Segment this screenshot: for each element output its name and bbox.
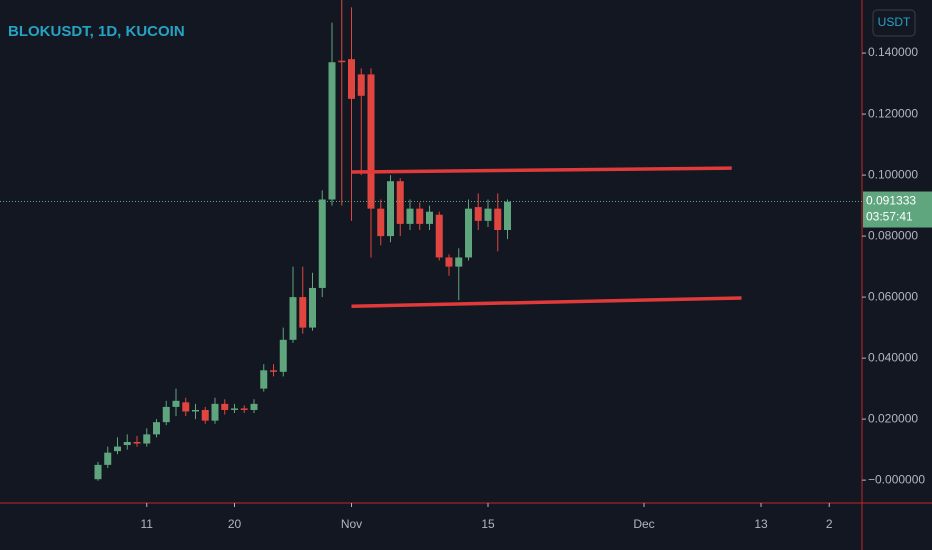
candle-body xyxy=(192,409,199,412)
x-tick-label: 11 xyxy=(141,517,154,531)
candle-body xyxy=(474,207,482,221)
candle-body xyxy=(328,62,336,200)
candle-body xyxy=(348,59,355,99)
candle-body xyxy=(309,287,316,328)
y-tick-label: 0.120000 xyxy=(868,106,918,120)
y-tick-label: 0.040000 xyxy=(868,350,918,364)
x-tick-label: 2 xyxy=(826,517,833,531)
candle-body xyxy=(387,181,394,237)
y-tick-label: 0.100000 xyxy=(868,167,918,181)
candle-body xyxy=(133,441,141,444)
candle-body xyxy=(143,434,151,444)
candle-body xyxy=(435,214,443,258)
candle-body xyxy=(250,403,258,410)
candle-body xyxy=(357,74,365,96)
candle-body xyxy=(494,208,502,230)
candle-body xyxy=(270,370,277,372)
candle-body xyxy=(182,402,190,412)
candle-body xyxy=(231,408,238,410)
candle-body xyxy=(377,208,385,237)
candle-body xyxy=(289,297,297,340)
candle-body xyxy=(114,446,121,452)
candle-body xyxy=(396,181,404,224)
candle-body xyxy=(221,403,229,410)
currency-label[interactable]: USDT xyxy=(878,15,911,29)
y-tick-label: −0.000000 xyxy=(868,472,925,486)
candle-body xyxy=(240,408,248,410)
candle-body xyxy=(279,339,287,372)
candle-body xyxy=(299,297,307,328)
candle-body xyxy=(123,441,131,446)
candle-body xyxy=(416,208,424,224)
x-tick-label: 15 xyxy=(481,517,495,531)
candle-body xyxy=(94,464,102,480)
candle-body xyxy=(484,208,492,221)
candle-body xyxy=(162,406,170,423)
candle-body xyxy=(153,422,160,435)
candle-body xyxy=(318,199,326,288)
y-tick-label: 0.140000 xyxy=(868,45,918,59)
candle-body xyxy=(172,400,180,407)
candle-body xyxy=(338,60,346,63)
last-price-label: 0.091333 xyxy=(866,194,916,208)
y-tick-label: 0.020000 xyxy=(868,411,918,425)
countdown-label: 03:57:41 xyxy=(866,210,913,224)
trend-line xyxy=(351,166,732,174)
candle-body xyxy=(211,403,219,421)
x-tick-label: Nov xyxy=(341,517,362,531)
candle-body xyxy=(367,74,375,209)
candle-body xyxy=(201,409,209,421)
currency-button[interactable] xyxy=(872,9,916,37)
candle-body xyxy=(260,370,268,389)
candle-body xyxy=(406,208,414,224)
x-tick-label: 13 xyxy=(754,517,768,531)
candle-body xyxy=(455,257,463,267)
candle-body xyxy=(465,208,472,258)
x-tick-label: Dec xyxy=(633,517,654,531)
trend-line xyxy=(351,296,742,309)
candle-body xyxy=(426,211,433,224)
y-tick-label: 0.080000 xyxy=(868,228,918,242)
chart-title: BLOKUSDT, 1D, KUCOIN xyxy=(8,23,185,40)
candle-body xyxy=(504,201,511,230)
y-tick-label: 0.060000 xyxy=(868,289,918,303)
x-tick-label: 20 xyxy=(228,517,242,531)
last-price-box xyxy=(863,191,932,228)
candle-body xyxy=(445,257,453,267)
candle-body xyxy=(104,452,112,465)
